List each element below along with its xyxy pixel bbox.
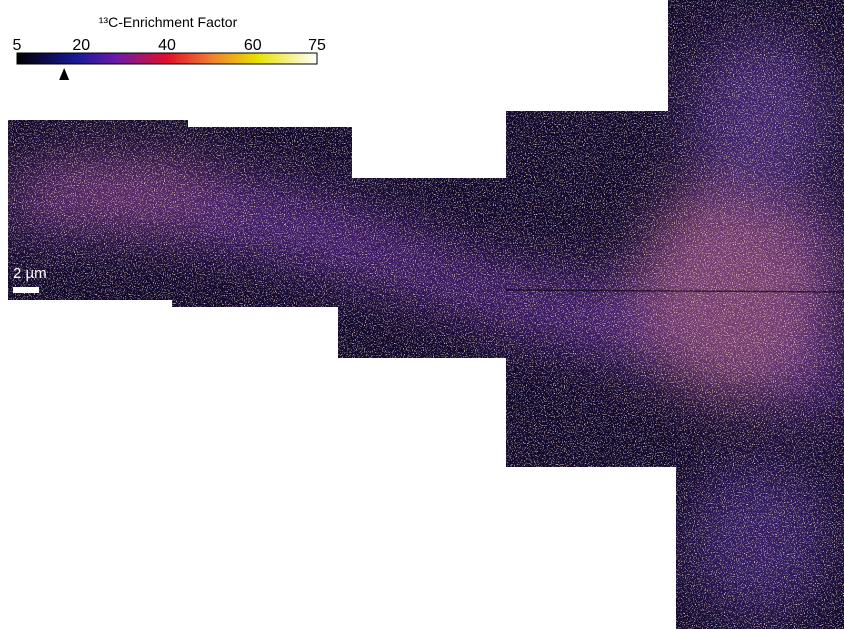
colorbar-tick-label: 60 xyxy=(244,37,262,54)
colorbar-tick-label: 20 xyxy=(72,37,90,54)
figure: ¹³C-Enrichment Factor 5 20 40 60 75 2 µm xyxy=(0,0,844,629)
mosaic-image xyxy=(0,0,844,629)
threshold-marker xyxy=(59,68,69,80)
colorbar: ¹³C-Enrichment Factor 5 20 40 60 75 xyxy=(13,14,326,80)
colorbar-tick-label: 75 xyxy=(308,37,326,54)
scalebar-label: 2 µm xyxy=(13,265,47,282)
colorbar-tick-label: 40 xyxy=(158,37,176,54)
colorbar-title: ¹³C-Enrichment Factor xyxy=(99,14,238,30)
colorbar-gradient xyxy=(17,53,317,64)
colorbar-tick-label: 5 xyxy=(13,37,22,54)
scalebar-bar xyxy=(13,287,39,293)
